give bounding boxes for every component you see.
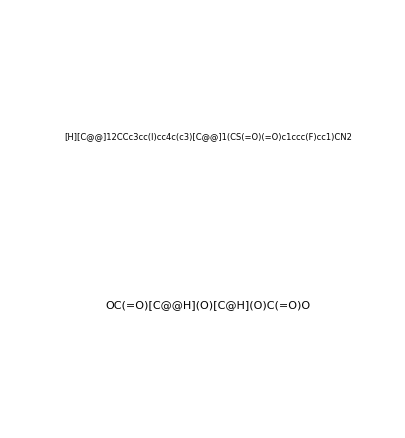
Text: [H][C@@]12CCc3cc(I)cc4c(c3)[C@@]1(CS(=O)(=O)c1ccc(F)cc1)CN2: [H][C@@]12CCc3cc(I)cc4c(c3)[C@@]1(CS(=O)… xyxy=(64,132,351,141)
Text: OC(=O)[C@@H](O)[C@H](O)C(=O)O: OC(=O)[C@@H](O)[C@H](O)C(=O)O xyxy=(105,300,310,311)
